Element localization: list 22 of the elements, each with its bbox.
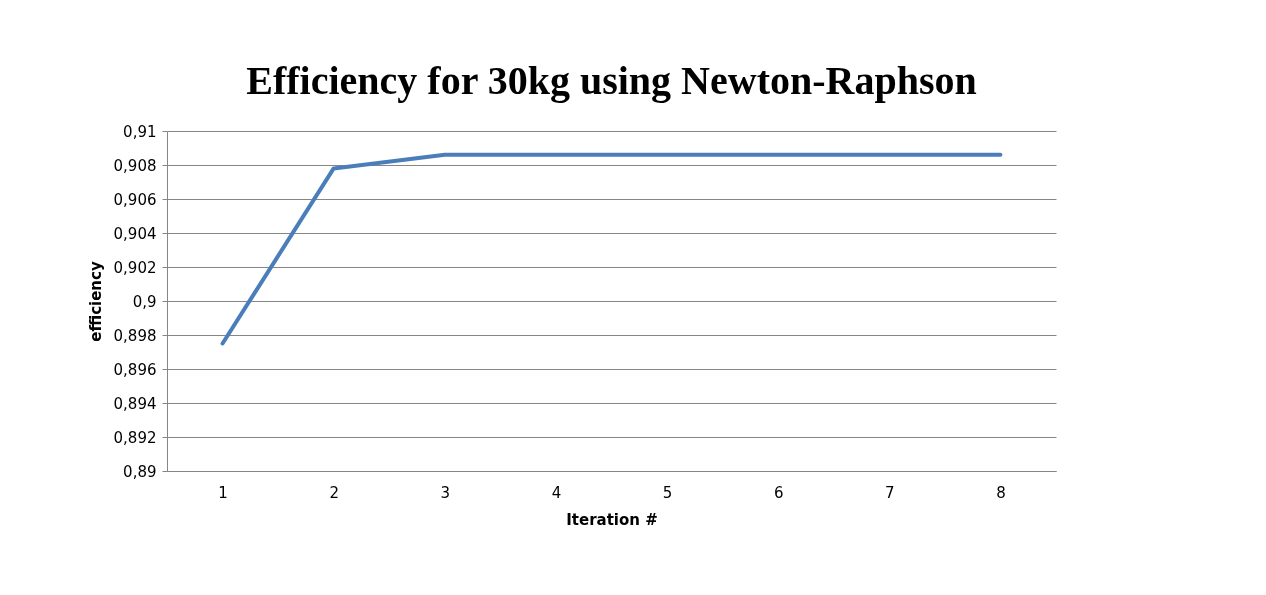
x-tick-label: 5 xyxy=(662,483,673,502)
chart-title: Efficiency for 30kg using Newton-Raphson xyxy=(246,58,977,103)
y-tick-label: 0,9 xyxy=(132,292,157,311)
y-tick-label: 0,904 xyxy=(113,224,157,243)
y-tick-label: 0,89 xyxy=(123,462,157,481)
x-tick-label: 8 xyxy=(996,483,1006,502)
x-axis-title: Iteration # xyxy=(566,510,658,529)
x-tick-label: 7 xyxy=(885,483,895,502)
y-tick-label: 0,906 xyxy=(113,190,157,209)
y-tick-label: 0,91 xyxy=(123,122,157,141)
y-tick-label: 0,894 xyxy=(113,394,157,413)
y-tick-label: 0,898 xyxy=(113,326,157,345)
y-tick-label: 0,892 xyxy=(113,428,157,447)
x-tick-label: 1 xyxy=(218,483,228,502)
x-tick-label: 6 xyxy=(773,483,784,502)
y-axis-title: efficiency xyxy=(86,261,105,342)
y-tick-label: 0,896 xyxy=(113,360,157,379)
x-tick-label: 3 xyxy=(440,483,451,502)
x-tick-label: 2 xyxy=(329,483,339,502)
x-tick-label: 4 xyxy=(551,483,562,502)
y-tick-label: 0,908 xyxy=(113,156,157,175)
y-tick-label: 0,902 xyxy=(113,258,157,277)
